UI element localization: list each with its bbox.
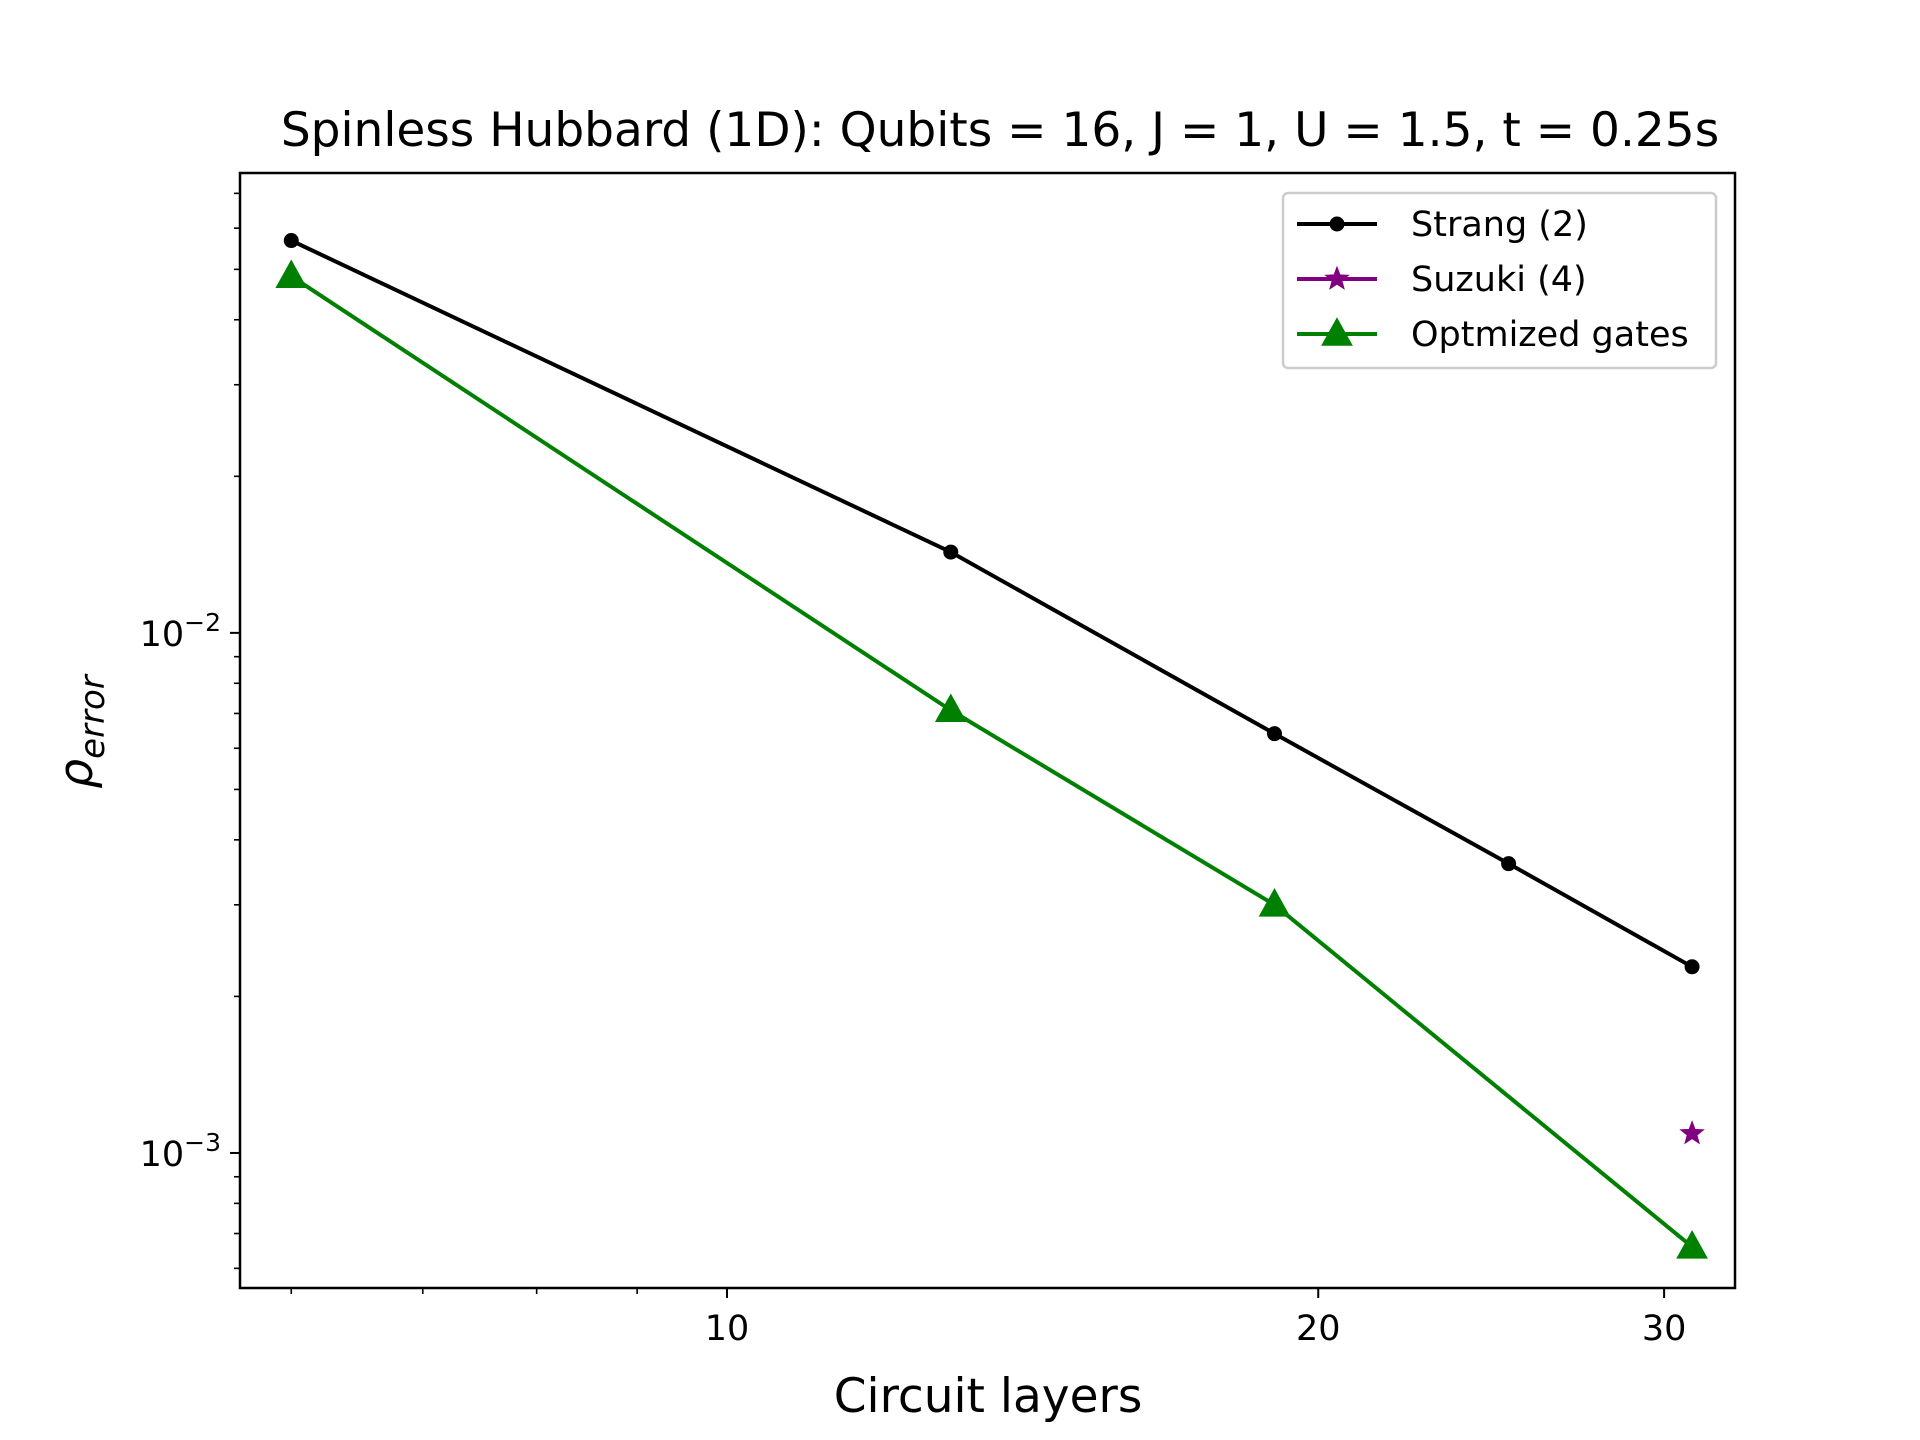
legend-swatch-marker <box>1321 317 1353 346</box>
legend-label: Optmized gates <box>1411 315 1689 355</box>
series-line <box>290 274 1694 1249</box>
legend-swatch-marker <box>1329 216 1345 232</box>
plot-area: 10 20 30 10−2 10−3 <box>140 171 1737 1349</box>
series-layer <box>275 233 1708 1259</box>
y-tick-label: 10−3 <box>140 1128 221 1175</box>
series-2 <box>275 259 1708 1259</box>
y-axis-label: ρerror <box>49 673 113 789</box>
legend-entry: Optmized gates <box>1297 315 1689 355</box>
data-point <box>1679 1120 1705 1145</box>
data-point <box>1258 888 1291 917</box>
chart-title: Spinless Hubbard (1D): Qubits = 16, J = … <box>281 103 1719 158</box>
x-tick-label: 10 <box>705 1309 750 1349</box>
legend-label: Strang (2) <box>1411 205 1588 245</box>
data-point <box>1684 959 1700 975</box>
legend-entry: Strang (2) <box>1297 205 1588 245</box>
data-point <box>934 693 967 722</box>
legend-swatch-marker <box>1324 265 1350 290</box>
legend: Strang (2) Suzuki (4) Optmized gates <box>1281 191 1718 370</box>
x-axis-label: Circuit layers <box>834 1369 1143 1424</box>
legend-entry: Suzuki (4) <box>1297 260 1587 300</box>
data-point <box>1676 1230 1708 1259</box>
data-point <box>1501 856 1517 872</box>
series-1 <box>1679 1120 1705 1145</box>
y-axis-ticks: 10−2 10−3 <box>140 192 240 1270</box>
y-axis-label-subscript: error <box>73 673 113 759</box>
series-0 <box>283 233 1700 975</box>
x-tick-label: 20 <box>1296 1309 1341 1349</box>
legend-entries: Strang (2) Suzuki (4) Optmized gates <box>1297 205 1689 355</box>
x-tick-label: 30 <box>1642 1309 1687 1349</box>
data-point <box>943 544 959 560</box>
y-axis-label-base: ρ <box>49 759 104 789</box>
data-point <box>1266 726 1282 742</box>
y-tick-label: 10−2 <box>140 608 221 655</box>
legend-box <box>1281 191 1718 370</box>
legend-label: Suzuki (4) <box>1411 260 1587 300</box>
data-point <box>283 233 299 249</box>
axes-frame <box>238 171 1737 1290</box>
x-axis-ticks: 10 20 30 <box>290 1288 1687 1349</box>
data-point <box>275 259 308 288</box>
